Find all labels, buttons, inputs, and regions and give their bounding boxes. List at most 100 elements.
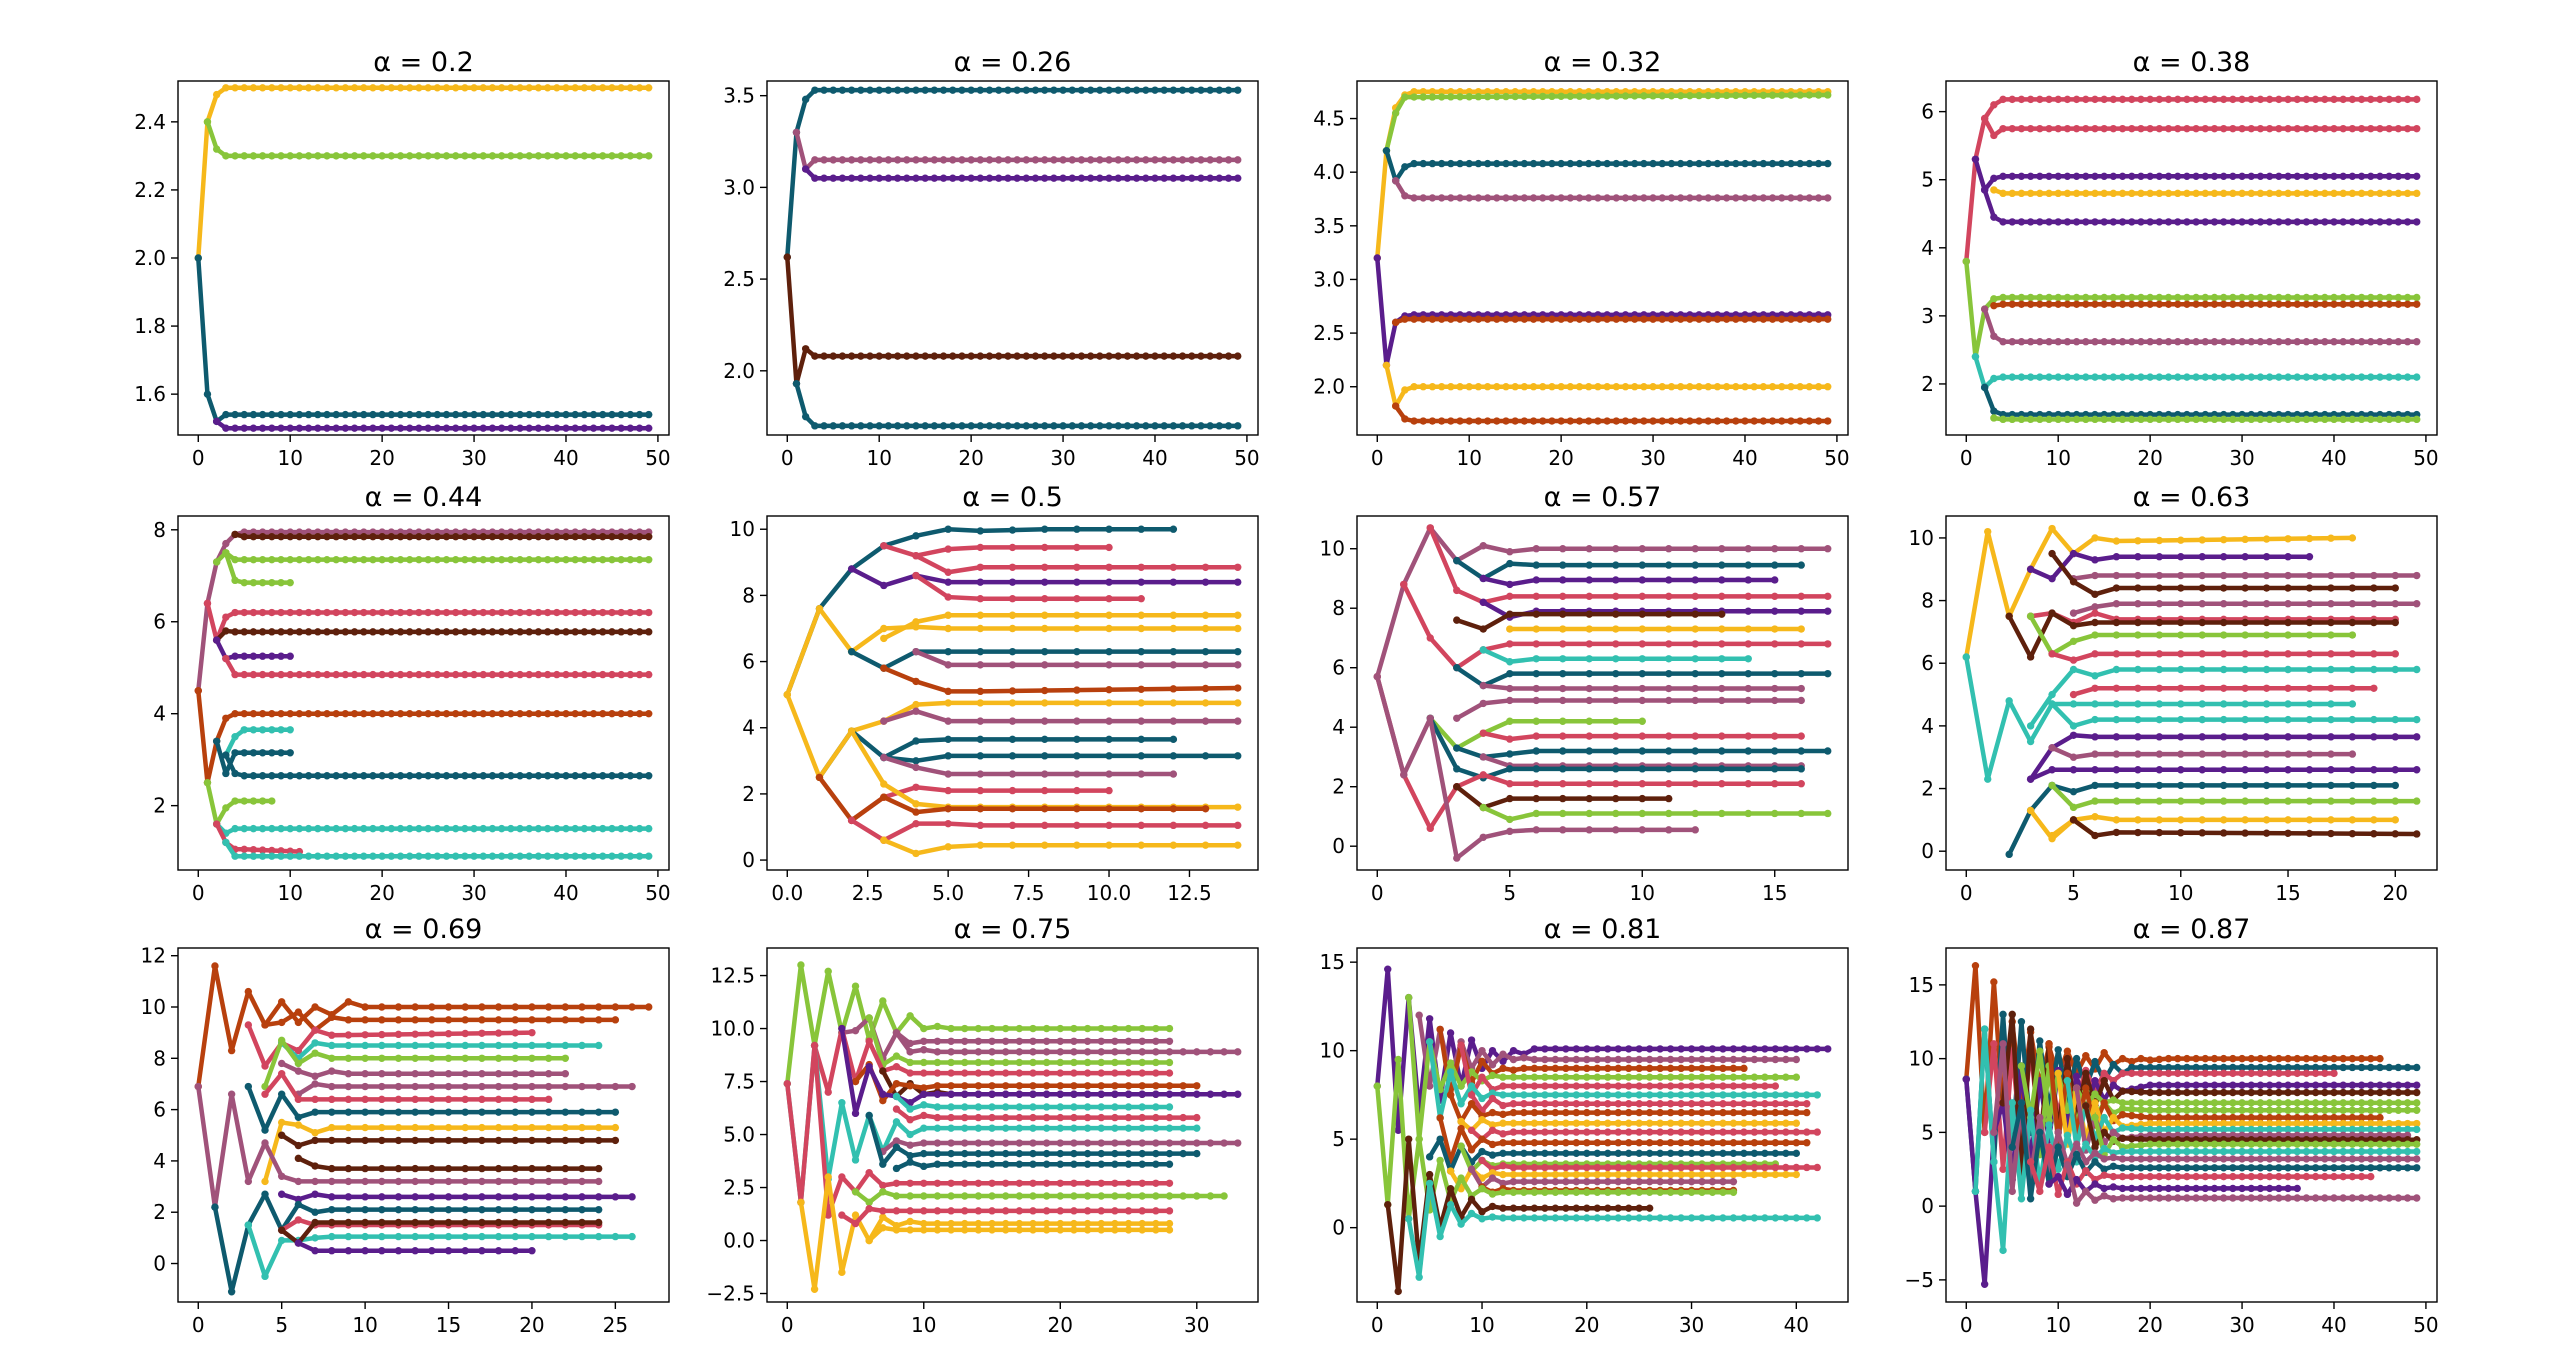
series-point [1001,1124,1010,1132]
series-point [1635,1100,1643,1108]
series-point [1467,1091,1476,1099]
series-point [1612,159,1620,168]
series-point [360,824,368,833]
series-point [1509,1149,1518,1158]
series-point [2054,124,2062,133]
series-point [920,1124,928,1132]
series-point [1073,786,1081,795]
series-point [1509,1139,1518,1147]
series-point [1750,1091,1759,1099]
series-point [1040,786,1049,795]
series-point [2134,665,2142,674]
series-point [1040,821,1049,830]
series-point [2256,189,2265,198]
series-point [1467,1126,1476,1135]
series-point [1509,1082,1518,1090]
series-point [1073,595,1081,603]
series-point [1197,156,1205,164]
series-point [1201,805,1210,813]
series-point [344,1070,353,1078]
series-point [824,967,832,976]
series-point [2256,1063,2265,1072]
series-point [378,1164,386,1173]
series-point [2146,1063,2154,1072]
series-point [2045,218,2053,226]
series-point [2100,189,2108,198]
series-point [1097,1160,1105,1168]
series-point [1593,1082,1601,1090]
series-point [2210,373,2219,381]
series-point [1583,1082,1591,1090]
series-point [411,1070,419,1078]
series-point [2112,631,2121,639]
series-point [2155,816,2164,824]
series-point [1687,1177,1696,1186]
series-point [1624,1204,1633,1212]
series-point [2394,1081,2403,1089]
series-point [350,628,359,636]
series-point [304,709,313,718]
series-point [2241,816,2249,824]
series-point [1114,352,1122,360]
series-line-2 [2028,551,2312,581]
series-point [1614,1119,1622,1127]
series-point [295,424,304,432]
series-point [1532,696,1540,705]
series-point [608,608,616,617]
series-point [328,1164,336,1173]
series-point [1656,1163,1664,1172]
series-point [1042,1139,1051,1147]
series-point [277,628,285,636]
series-point [231,769,239,778]
series-point [1234,1139,1242,1147]
series-point [543,152,552,160]
series-point [528,1016,536,1024]
series-point [1792,1214,1801,1222]
series-point [1437,93,1446,101]
series-point [424,824,432,833]
series-point [2128,1087,2136,1096]
series-point [1729,1128,1738,1136]
series-point [976,527,985,535]
series-point [2036,95,2044,104]
series-point [851,1211,860,1219]
series-point [442,84,451,92]
series-point [1083,1139,1092,1147]
series-point [1585,826,1593,834]
series-point [1665,669,1673,678]
series-point [1559,655,1567,663]
series-point [361,1003,369,1011]
series-point [360,628,368,636]
series-point [1474,315,1483,323]
series-point [415,670,423,679]
series-point [865,1063,873,1071]
series-point [1151,352,1159,360]
series-point [838,1211,846,1219]
series-point [589,772,598,780]
series-point [1138,1149,1146,1158]
series-point [1478,1147,1486,1156]
series-point [1744,747,1752,755]
series-point [2321,338,2329,346]
series-point [1541,1100,1549,1108]
series-point [328,1067,336,1075]
series-point [488,424,497,432]
series-point [1488,1108,1497,1117]
series-point [2293,338,2301,346]
series-point [268,824,276,833]
series-point [2091,415,2099,424]
y-tick-label: 4 [1921,236,1934,260]
series-point [396,709,405,718]
series-point [1778,417,1786,425]
series-point [1713,159,1722,168]
series-point [304,532,313,541]
series-point [268,846,276,855]
series-point [2174,218,2182,226]
series-point [1585,696,1593,705]
series-point [1585,561,1593,569]
series-point [580,608,589,617]
series-point [1502,194,1510,202]
series-point [2321,124,2329,133]
series-point [1666,1119,1675,1127]
